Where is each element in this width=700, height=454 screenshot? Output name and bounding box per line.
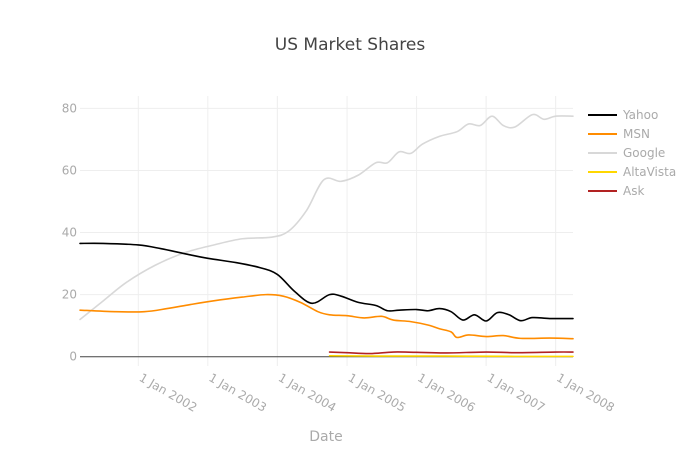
x-tick-label: 1 Jan 2008 [554, 370, 617, 414]
legend-label-msn: MSN [623, 127, 650, 141]
y-tick-label: 0 [69, 350, 77, 364]
series-line-google [79, 113, 574, 321]
y-tick-label: 20 [62, 288, 77, 302]
series-line-ask [328, 351, 574, 355]
legend-label-yahoo: Yahoo [622, 108, 658, 122]
legend-item-altavista[interactable]: AltaVista [588, 165, 676, 179]
legend-label-google: Google [623, 146, 665, 160]
series-line-msn [79, 293, 574, 340]
x-axis-ticks: 1 Jan 2002 1 Jan 2003 1 Jan 2004 1 Jan 2005… [137, 370, 617, 414]
y-tick-label: 40 [62, 226, 77, 240]
x-tick-label: 1 Jan 2007 [485, 370, 548, 414]
x-tick-label: 1 Jan 2004 [276, 370, 339, 414]
legend-label-altavista: AltaVista [623, 165, 676, 179]
legend-item-google[interactable]: Google [588, 146, 665, 160]
legend-item-ask[interactable]: Ask [588, 184, 644, 198]
series-line-yahoo [79, 242, 574, 322]
legend-label-ask: Ask [623, 184, 644, 198]
x-tick-label: 1 Jan 2006 [415, 370, 478, 414]
series-lines [79, 113, 574, 358]
grid-lines [80, 96, 573, 366]
legend[interactable]: Yahoo MSN Google AltaVista Ask [588, 108, 676, 198]
chart-title: US Market Shares [275, 35, 426, 55]
series-line-altavista [328, 354, 574, 358]
y-axis-ticks: 0 20 40 60 80 [62, 101, 77, 363]
legend-item-msn[interactable]: MSN [588, 127, 650, 141]
y-tick-label: 60 [62, 163, 77, 177]
x-tick-label: 1 Jan 2005 [346, 370, 409, 414]
x-tick-label: 1 Jan 2003 [206, 370, 269, 414]
y-tick-label: 80 [62, 101, 77, 115]
x-axis-title: Date [309, 429, 342, 445]
legend-item-yahoo[interactable]: Yahoo [588, 108, 658, 122]
x-tick-label: 1 Jan 2002 [137, 370, 200, 414]
